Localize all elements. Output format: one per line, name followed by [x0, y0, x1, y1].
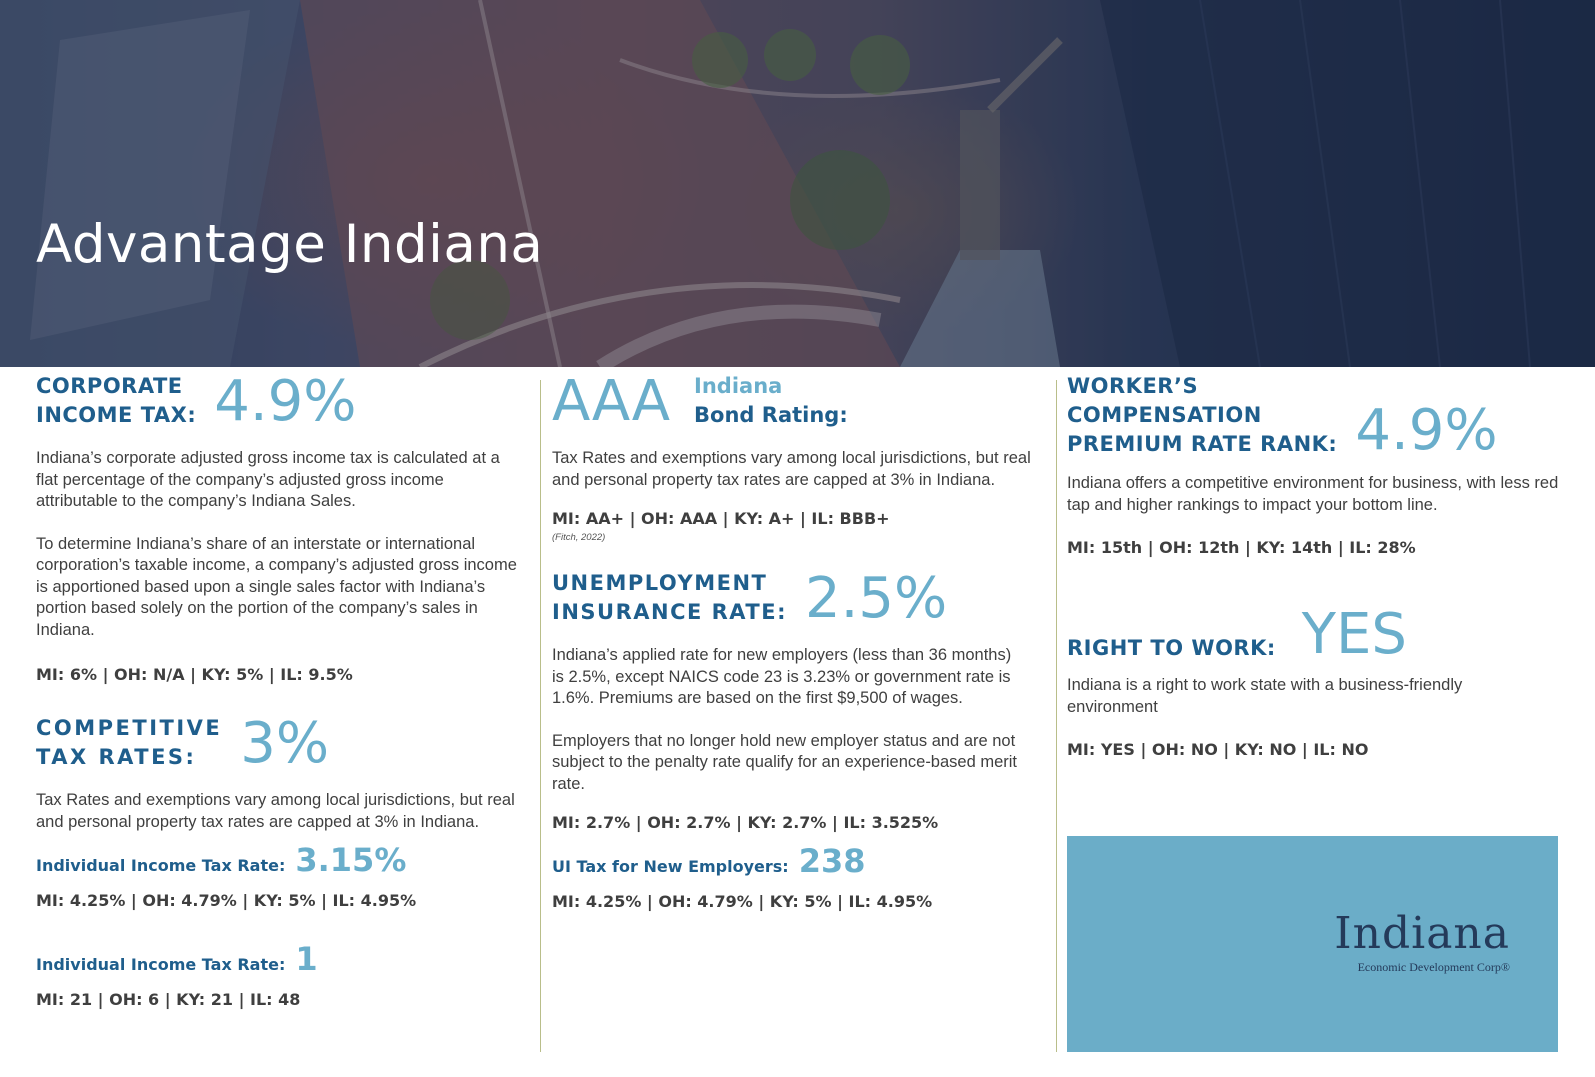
unemployment-insurance-value: 2.5% — [805, 566, 948, 631]
bond-paragraph: Tax Rates and exemptions vary among loca… — [552, 449, 1031, 489]
individual-income-tax-comparison-2: MI: 21 | OH: 6 | KY: 21 | IL: 48 — [36, 990, 301, 1009]
column-workers-comp: WORKER’S COMPENSATION PREMIUM RATE RANK:… — [1067, 372, 1567, 759]
bond-comparison: MI: AA+ | OH: AAA | KY: A+ | IL: BBB+ — [552, 509, 890, 528]
bond-rating-stat: AAA Indiana Bond Rating: — [552, 372, 1032, 430]
competitive-tax-rates-stat: COMPETITIVE TAX RATES: 3% — [36, 714, 526, 772]
column-divider-2 — [1056, 380, 1057, 1052]
page-title: Advantage Indiana — [36, 214, 544, 275]
ui-tax-comparison: MI: 4.25% | OH: 4.79% | KY: 5% | IL: 4.9… — [552, 892, 933, 911]
right-to-work-value: YES — [1301, 602, 1407, 667]
column-divider-1 — [540, 380, 541, 1052]
workers-comp-label: WORKER’S COMPENSATION PREMIUM RATE RANK: — [1067, 374, 1338, 456]
corporate-comparison: MI: 6% | OH: N/A | KY: 5% | IL: 9.5% — [36, 665, 353, 684]
hero-banner: Advantage Indiana — [0, 0, 1595, 367]
bond-rating-label: Indiana Bond Rating: — [694, 374, 848, 427]
column-corporate-tax: CORPORATE INCOME TAX: 4.9% Indiana’s cor… — [36, 372, 526, 1010]
right-to-work-comparison: MI: YES | OH: NO | KY: NO | IL: NO — [1067, 740, 1369, 759]
right-to-work-label: RIGHT TO WORK: — [1067, 636, 1276, 660]
unemployment-insurance-label: UNEMPLOYMENT INSURANCE RATE: — [552, 571, 787, 624]
iedc-logo-wordmark: Indiana — [1334, 908, 1510, 959]
workers-comp-stat: WORKER’S COMPENSATION PREMIUM RATE RANK:… — [1067, 372, 1567, 459]
individual-income-tax-rate-1: Individual Income Tax Rate: 3.15% — [36, 843, 526, 877]
individual-income-tax-comparison: MI: 4.25% | OH: 4.79% | KY: 5% | IL: 4.9… — [36, 891, 417, 910]
individual-income-tax-rate-value-2: 1 — [295, 940, 318, 978]
right-to-work-paragraph: Indiana is a right to work state with a … — [1067, 676, 1463, 716]
individual-income-tax-rate-label-2: Individual Income Tax Rate: — [36, 955, 286, 974]
workers-comp-paragraph: Indiana offers a competitive environment… — [1067, 474, 1559, 514]
bond-rating-value: AAA — [552, 369, 671, 434]
ui-tax-label: UI Tax for New Employers: — [552, 857, 789, 876]
column-bond-unemployment: AAA Indiana Bond Rating: Tax Rates and e… — [552, 372, 1032, 912]
corporate-income-tax-value: 4.9% — [214, 369, 357, 434]
individual-income-tax-rate-label: Individual Income Tax Rate: — [36, 856, 286, 875]
competitive-paragraph: Tax Rates and exemptions vary among loca… — [36, 791, 515, 831]
bond-source: (Fitch, 2022) — [552, 532, 606, 543]
corporate-paragraph-1: Indiana’s corporate adjusted gross incom… — [36, 449, 500, 510]
workers-comp-comparison: MI: 15th | OH: 12th | KY: 14th | IL: 28% — [1067, 538, 1416, 557]
unemployment-paragraph-2: Employers that no longer hold new employ… — [552, 731, 1018, 793]
individual-income-tax-rate-2: Individual Income Tax Rate: 1 — [36, 942, 526, 976]
competitive-tax-rates-label: COMPETITIVE TAX RATES: — [36, 716, 223, 769]
iedc-logo-box: Indiana Economic Development Corp® — [1067, 836, 1558, 1052]
individual-income-tax-rate-value: 3.15% — [295, 841, 407, 879]
workers-comp-value: 4.9% — [1355, 398, 1498, 463]
unemployment-insurance-stat: UNEMPLOYMENT INSURANCE RATE: 2.5% — [552, 569, 1032, 627]
unemployment-paragraph-1: Indiana’s applied rate for new employers… — [552, 646, 1012, 707]
ui-tax-new-employers: UI Tax for New Employers: 238 — [552, 844, 1032, 878]
competitive-tax-rates-value: 3% — [240, 711, 330, 776]
hero-photo — [0, 0, 1595, 367]
right-to-work-stat: RIGHT TO WORK: YES — [1067, 607, 1567, 663]
corporate-income-tax-stat: CORPORATE INCOME TAX: 4.9% — [36, 372, 526, 430]
corporate-income-tax-label: CORPORATE INCOME TAX: — [36, 374, 197, 427]
unemployment-comparison: MI: 2.7% | OH: 2.7% | KY: 2.7% | IL: 3.5… — [552, 813, 939, 832]
corporate-paragraph-2: To determine Indiana’s share of an inter… — [36, 534, 517, 639]
ui-tax-value: 238 — [798, 842, 866, 880]
iedc-logo-subtitle: Economic Development Corp® — [1357, 960, 1510, 974]
